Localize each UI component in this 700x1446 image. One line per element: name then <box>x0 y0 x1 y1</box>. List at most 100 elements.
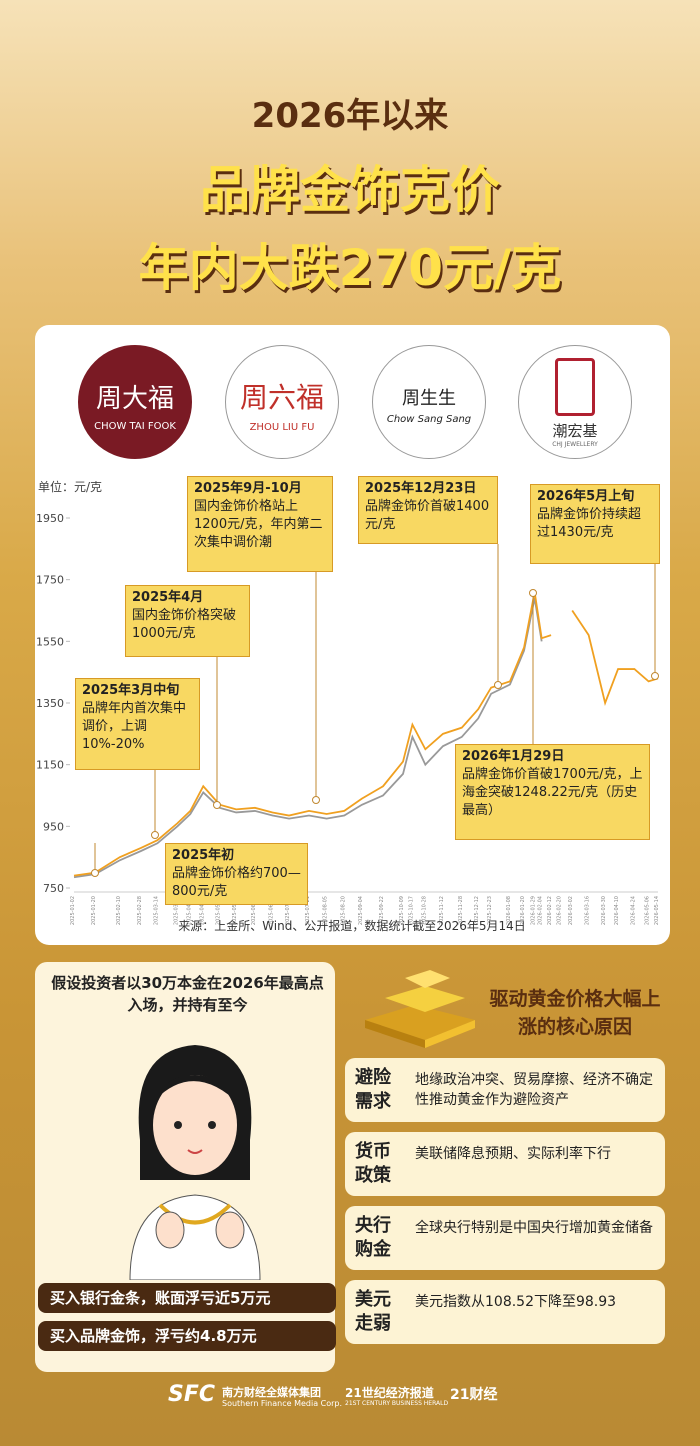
annotation-title: 2026年1月29日 <box>462 749 565 764</box>
x-tick-label: 2026-02-20 <box>556 896 562 925</box>
annotation-text: 品牌金饰价持续超过1430元/克 <box>537 507 642 540</box>
anchor-dot <box>529 589 537 597</box>
footer-text: 21世纪经济报道 <box>345 1386 434 1400</box>
x-tick-label: 2025-02-28 <box>137 896 143 925</box>
footer-text: 21ST CENTURY BUSINESS HERALD <box>345 1400 449 1407</box>
x-tick-label: 2026-03-02 <box>568 896 574 925</box>
brand-logo: 周生生 Chow Sang Sang <box>372 345 486 459</box>
y-tick-label: 1150 <box>36 759 64 772</box>
x-tick-label: 2026-01-29 <box>531 896 537 925</box>
anchor-dot <box>494 681 502 689</box>
reason-text: 地缘政治冲突、贸易摩擦、经济不确定性推动黄金作为避险资产 <box>415 1072 653 1108</box>
result-button: 买入品牌金饰，浮亏约4.8万元 <box>38 1321 336 1351</box>
reason-label: 美元走弱 <box>355 1289 391 1334</box>
anchor-dot <box>312 796 320 804</box>
reason-label: 央行购金 <box>355 1215 391 1260</box>
x-tick-label: 2025-06-05 <box>251 896 257 925</box>
y-tick-label: 1350 <box>36 697 64 710</box>
y-tick-label: 1750 <box>36 574 64 587</box>
annotation: 2025年4月国内金饰价格突破1000元/克 <box>125 585 250 657</box>
x-tick-label: 2026-05-14 <box>654 896 660 925</box>
x-tick-label: 2025-08-05 <box>323 896 329 925</box>
anchor-dot <box>151 831 159 839</box>
annotation: 2025年12月23日品牌金饰价首破1400元/克 <box>358 476 498 544</box>
footer-text: 南方财经全媒体集团 <box>222 1386 321 1399</box>
brand-logo: 周六福 ZHOU LIU FU <box>225 345 339 459</box>
annotation-title: 2025年3月中旬 <box>82 683 180 698</box>
x-tick-label: 2025-03-31 <box>173 896 179 925</box>
annotation: 2025年3月中旬品牌年内首次集中调价，上调10%-20% <box>75 678 200 770</box>
anchor-dot <box>651 672 659 680</box>
reason-row: 避险需求 地缘政治冲突、贸易摩擦、经济不确定性推动黄金作为避险资产 <box>345 1058 665 1122</box>
x-tick-label: 2025-05-06 <box>216 896 222 925</box>
annotation-title: 2025年9月-10月 <box>194 481 302 496</box>
x-tick-label: 2026-04-10 <box>614 896 620 925</box>
title-line: 年内大跌270元/克 <box>138 239 562 297</box>
x-tick-label: 2025-02-10 <box>116 896 122 925</box>
girl-illustration <box>129 1045 261 1280</box>
chart: 单位：元/克 来源：上金所、Wind、公开报道，数据统计截至2026年5月14日… <box>36 479 660 933</box>
x-tick-label: 2025-12-12 <box>474 896 480 925</box>
x-tick-label: 2025-07-04 <box>285 896 291 925</box>
x-tick-label: 2025-03-14 <box>153 896 159 925</box>
annotation-text: 品牌金饰价首破1400元/克 <box>365 499 490 532</box>
reason-text: 美元指数从108.52下降至98.93 <box>415 1294 617 1310</box>
annotation-title: 2025年12月23日 <box>365 481 477 496</box>
y-tick-label: 1550 <box>36 635 64 648</box>
reason-row: 央行购金 全球央行特别是中国央行增加黄金储备 <box>345 1206 665 1270</box>
reasons-title: 驱动黄金价格大幅上涨的核心原因 <box>489 988 661 1038</box>
logo-mark <box>555 358 595 416</box>
unit-label: 单位：元/克 <box>38 479 102 494</box>
x-tick-label: 2025-04-22 <box>199 896 205 925</box>
x-tick-label: 2025-01-20 <box>91 896 97 925</box>
x-tick-label: 2025-07-21 <box>305 896 311 925</box>
x-tick-label: 2025-12-23 <box>487 896 493 925</box>
title-line: 品牌金饰克价 <box>200 161 500 219</box>
result-button: 买入银行金条，账面浮亏近5万元 <box>38 1283 336 1313</box>
brand-latin: CHOW TAI FOOK <box>94 421 176 432</box>
y-tick-label: 950 <box>43 820 64 833</box>
title-line: 2026年以来 <box>251 96 449 136</box>
x-tick-label: 2026-03-30 <box>601 896 607 925</box>
brand-latin: ZHOU LIU FU <box>249 422 315 433</box>
reason-label: 避险需求 <box>355 1067 391 1112</box>
annotation-title: 2025年初 <box>172 848 235 863</box>
anchor-dot <box>91 869 99 877</box>
annotation-title: 2025年4月 <box>132 590 204 605</box>
reason-text: 全球央行特别是中国央行增加黄金储备 <box>415 1220 653 1236</box>
y-tick-label: 750 <box>43 882 64 895</box>
reason-row: 美元走弱 美元指数从108.52下降至98.93 <box>345 1280 665 1344</box>
x-tick-label: 2026-03-16 <box>585 896 591 925</box>
x-tick-label: 2025-09-22 <box>379 896 385 925</box>
reason-text: 美联储降息预期、实际利率下行 <box>415 1146 611 1162</box>
brand-name: 潮宏基 <box>552 422 598 440</box>
footer-logo: SFC <box>168 1382 216 1407</box>
x-tick-label: 2025-10-17 <box>408 896 414 925</box>
x-tick-label: 2026-04-24 <box>630 896 636 925</box>
reason-label: 货币政策 <box>355 1141 391 1186</box>
investor-text: 假设投资者以30万本金在2026年最高点入场，并持有至今 <box>51 974 324 1014</box>
brand-name: 周大福 <box>95 384 174 414</box>
x-tick-label: 2025-11-12 <box>439 896 445 925</box>
x-tick-label: 2025-09-04 <box>358 896 364 925</box>
annotation-title: 2026年5月上旬 <box>537 489 635 504</box>
annotation: 2026年5月上旬品牌金饰价持续超过1430元/克 <box>530 484 660 564</box>
x-tick-label: 2025-06-20 <box>269 896 275 925</box>
footer-text: 21财经 <box>450 1387 498 1403</box>
annotation-text: 国内金饰价格站上1200元/克，年内第二次集中调价潮 <box>194 499 323 550</box>
annotation-text: 国内金饰价格突破1000元/克 <box>132 608 237 641</box>
gold-bars <box>365 970 475 1048</box>
brand-latin: CHJ JEWELLERY <box>552 441 598 448</box>
x-tick-label: 2025-08-20 <box>340 896 346 925</box>
brand-logo: 潮宏基 CHJ JEWELLERY <box>518 345 632 459</box>
x-tick-label: 2025-10-28 <box>421 896 427 925</box>
x-tick-label: 2025-04-11 <box>186 896 192 925</box>
series-line <box>73 591 659 877</box>
x-tick-label: 2025-05-20 <box>232 896 238 925</box>
y-tick-label: 1950 <box>36 512 64 525</box>
x-tick-label: 2026-02-04 <box>538 896 544 925</box>
annotation: 2025年初 品牌金饰价格约700—800元/克 <box>165 843 308 905</box>
annotation-text: 品牌年内首次集中调价，上调10%-20% <box>82 701 187 752</box>
x-tick-label: 2026-01-20 <box>520 896 526 925</box>
